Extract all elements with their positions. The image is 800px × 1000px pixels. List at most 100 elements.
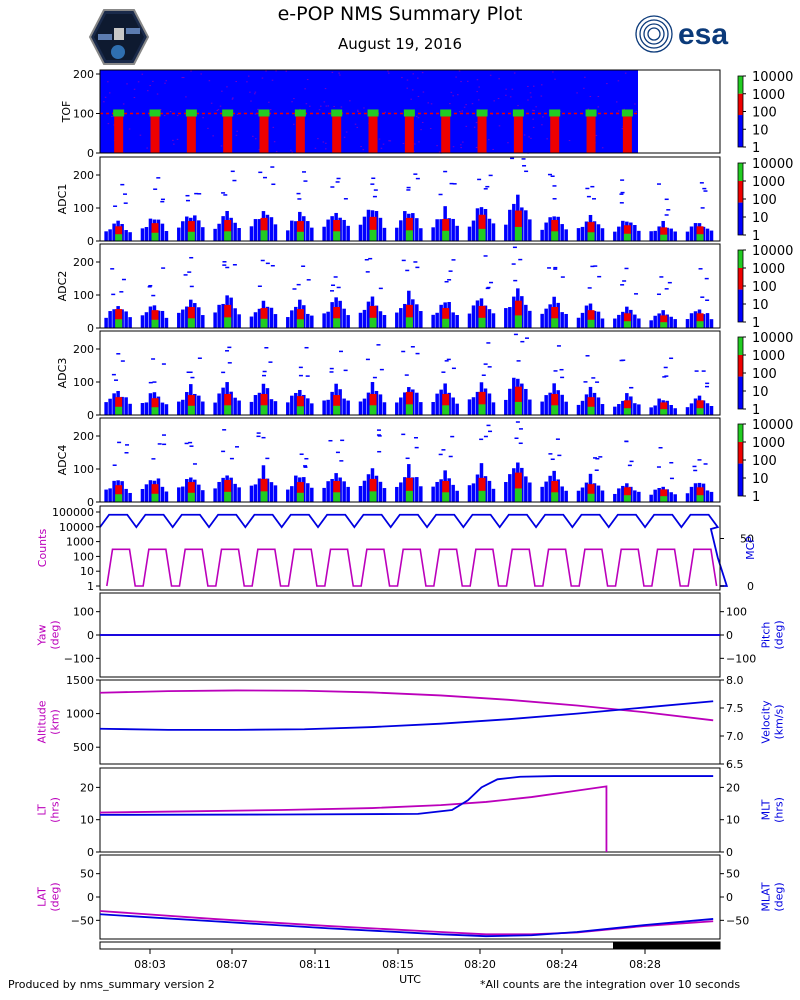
- adc-bar: [540, 313, 544, 328]
- adc-dash: [557, 454, 562, 457]
- adc-bar: [419, 228, 423, 241]
- ytick-label: 100000: [52, 506, 94, 519]
- adc-dash: [330, 186, 335, 188]
- tof-pulse: [150, 116, 160, 153]
- tof-pulse-peak: [367, 109, 379, 117]
- adc-dash: [111, 293, 116, 296]
- adc-bar: [637, 491, 641, 502]
- adc-peak: [296, 231, 304, 241]
- ytick-label: 100: [73, 550, 94, 563]
- tof-speckle: [471, 103, 474, 105]
- tof-speckle: [331, 71, 334, 73]
- adc-dash: [364, 258, 369, 261]
- tof-speckle: [532, 85, 535, 87]
- series-lt: [99, 785, 608, 852]
- adc-dash: [222, 264, 227, 266]
- tof-speckle: [252, 135, 254, 137]
- adc-bar: [140, 403, 145, 415]
- adc-bar: [617, 314, 621, 328]
- tof-speckle: [200, 73, 202, 75]
- adc-bar: [148, 393, 153, 415]
- adc-dash: [512, 246, 517, 249]
- tof-speckle: [523, 134, 526, 136]
- adc-bar: [649, 407, 653, 415]
- adc-dash: [586, 195, 591, 198]
- adc-peak: [696, 321, 704, 328]
- ytick-label: 1500: [66, 674, 94, 687]
- adc-peak: [260, 230, 268, 241]
- adc-bar: [560, 224, 564, 241]
- adc-bar: [693, 483, 698, 502]
- tof-speckle: [139, 134, 142, 136]
- ytick-label: 0: [87, 409, 94, 422]
- adc-bar: [419, 311, 423, 328]
- tof-speckle: [333, 105, 335, 107]
- adc-dash: [594, 469, 599, 471]
- esa-logo: esa: [635, 15, 728, 53]
- tof-speckle: [275, 70, 277, 72]
- adc-dash: [152, 381, 157, 383]
- adc-peak: [442, 492, 450, 502]
- adc-bar: [160, 402, 165, 415]
- adc-bar: [237, 228, 241, 241]
- adc-bar: [548, 217, 552, 241]
- adc-bar: [653, 315, 657, 328]
- adc-bar: [108, 488, 112, 502]
- adc-core: [623, 225, 631, 241]
- adc-dash: [448, 270, 453, 272]
- adc-dash: [262, 370, 267, 373]
- adc-peak: [551, 405, 559, 415]
- adc-bar: [221, 477, 225, 502]
- tof-speckle: [427, 102, 429, 104]
- adc-bar: [705, 403, 710, 415]
- ytick-label: 500: [73, 741, 94, 754]
- adc-dash: [518, 258, 523, 261]
- adc-bar: [395, 486, 399, 502]
- adc-dash: [441, 449, 446, 451]
- adc-peak: [296, 406, 304, 415]
- adc-peak: [623, 408, 631, 415]
- colorbar-label: 1000: [752, 175, 785, 190]
- adc-bar: [471, 483, 476, 502]
- adc-dash: [520, 340, 525, 343]
- adc-dash: [693, 469, 698, 472]
- tof-pulse: [332, 116, 342, 153]
- adc-bar: [358, 224, 363, 241]
- adc-dash: [620, 191, 625, 194]
- adc-bar: [342, 308, 346, 328]
- adc-bar: [451, 397, 455, 415]
- adc-dash: [486, 286, 491, 289]
- colorbar-label: 1: [752, 141, 760, 156]
- adc-core: [514, 472, 522, 502]
- series-velocity: [99, 700, 714, 731]
- colorbar-label: 10: [752, 385, 769, 400]
- adc-dash: [297, 198, 302, 200]
- adc-dash: [444, 280, 449, 283]
- adc-bar: [617, 488, 621, 502]
- adc-bar: [366, 209, 371, 241]
- adc-dash: [415, 177, 420, 180]
- adc-bar: [439, 304, 443, 328]
- ytick-label: −50: [71, 914, 94, 927]
- tof-pulse-peak: [113, 109, 125, 117]
- adc-bar: [584, 394, 589, 415]
- adc-bar: [140, 488, 145, 502]
- adc-bar: [201, 490, 205, 502]
- adc-bar: [705, 228, 710, 241]
- adc-dash: [372, 376, 377, 379]
- tof-speckle: [163, 115, 166, 117]
- adc-dash: [447, 279, 452, 281]
- counts-ylabel: Counts: [36, 529, 49, 568]
- time-axis: 08:03 08:07 08:11 08:15 08:20 08:24 08:28 UTC: [99, 941, 721, 986]
- adc-bar: [148, 306, 153, 328]
- adc-bar: [576, 228, 581, 241]
- adc-dash: [511, 263, 516, 265]
- tof-speckle: [176, 138, 179, 140]
- adc-bar: [181, 486, 185, 502]
- tof-speckle: [231, 98, 234, 100]
- adc-dash: [298, 366, 303, 369]
- tof-speckle: [185, 96, 187, 98]
- adc-bar: [491, 223, 496, 241]
- tof-speckle: [511, 88, 514, 90]
- adc-bar: [600, 318, 605, 328]
